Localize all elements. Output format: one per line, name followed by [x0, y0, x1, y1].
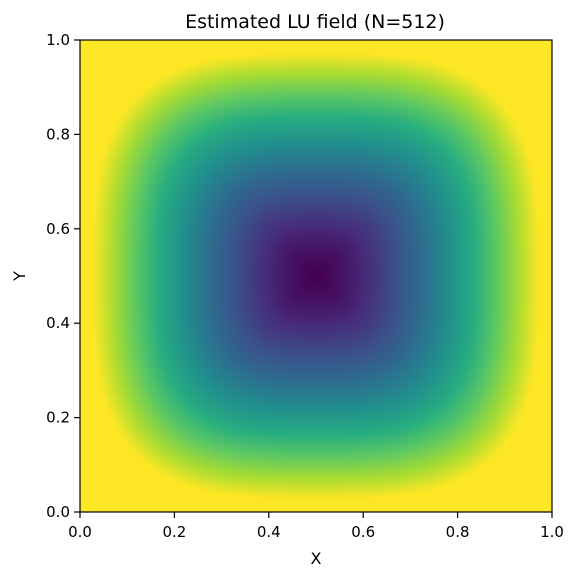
x-axis-label: X [311, 549, 322, 568]
y-tick-label: 0.4 [46, 314, 70, 332]
x-tick-label: 1.0 [540, 523, 564, 541]
plot-frame [79, 39, 553, 513]
x-tick-label: 0.0 [68, 523, 92, 541]
x-tick-label: 0.4 [257, 523, 281, 541]
y-tick-label: 1.0 [46, 31, 70, 49]
y-axis: 0.0 0.2 0.4 0.6 0.8 1.0 [46, 31, 80, 521]
heatmap-image [80, 40, 552, 512]
x-axis: 0.0 0.2 0.4 0.6 0.8 1.0 [68, 512, 564, 541]
x-tick-label: 0.2 [162, 523, 186, 541]
y-tick-label: 0.2 [46, 409, 70, 427]
y-tick-label: 0.8 [46, 125, 70, 143]
y-tick-label: 0.6 [46, 220, 70, 238]
y-tick-label: 0.0 [46, 503, 70, 521]
chart-title: Estimated LU field (N=512) [185, 11, 445, 33]
x-tick-label: 0.6 [351, 523, 375, 541]
y-axis-label: Y [10, 271, 29, 282]
x-tick-label: 0.8 [446, 523, 470, 541]
